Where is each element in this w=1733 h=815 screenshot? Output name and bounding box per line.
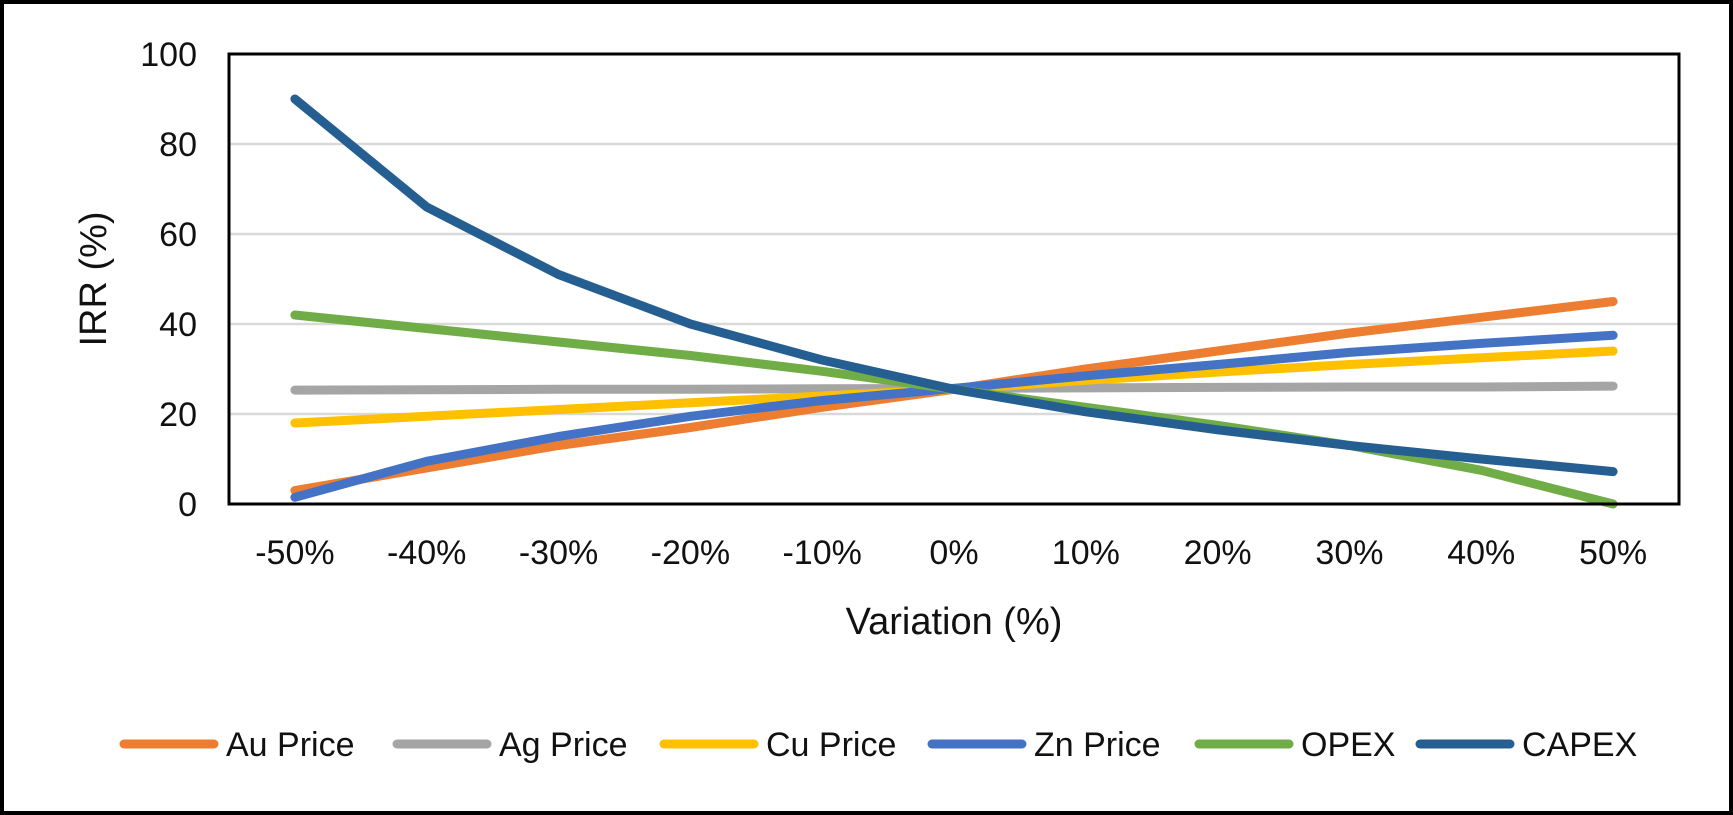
x-tick-label: 0% [929,534,978,572]
x-tick-label: 30% [1315,534,1383,572]
y-tick-label: 100 [140,36,197,74]
x-axis-tick-labels: -50% -40% -30% -20% -10% 0% 10% 20% 30% 40% 50% [255,534,1647,572]
x-tick-label: -20% [651,534,730,572]
legend-label: Au Price [226,726,355,764]
x-tick-label: -40% [387,534,466,572]
irr-sensitivity-chart: 0 20 40 60 80 100 -50% -40% -30% -20% -10% 0% 10% 20… [73,36,1681,764]
y-axis-title: IRR (%) [73,211,115,346]
x-tick-label: -30% [519,534,598,572]
legend-label: Cu Price [766,726,896,764]
plot-area-background [229,54,1679,504]
y-tick-label: 80 [159,126,197,164]
series-line-capex [290,94,1618,477]
x-tick-label: -50% [255,534,334,572]
x-tick-label: -10% [782,534,861,572]
y-tick-label: 20 [159,396,197,434]
series-lines [290,94,1618,509]
y-axis-tick-labels: 0 20 40 60 80 100 [140,36,197,524]
plot-area-border [227,52,1681,506]
y-tick-label: 0 [178,486,197,524]
x-tick-label: 50% [1579,534,1647,572]
x-axis-title: Variation (%) [846,601,1063,643]
legend-label: Zn Price [1034,726,1161,764]
legend: Au Price Ag Price Cu Price Zn Price OPEX CAPE… [119,726,1637,764]
y-tick-label: 40 [159,306,197,344]
x-tick-label: 40% [1447,534,1515,572]
legend-label: OPEX [1301,726,1395,764]
y-tick-label: 60 [159,216,197,254]
x-tick-label: 10% [1052,534,1120,572]
x-tick-label: 20% [1184,534,1252,572]
legend-label: CAPEX [1522,726,1637,764]
legend-label: Ag Price [499,726,628,764]
